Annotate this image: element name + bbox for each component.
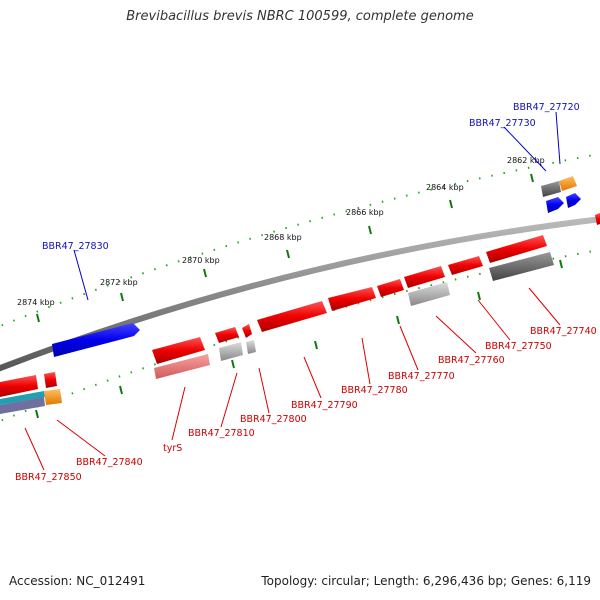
label-bbr47-27720: BBR47_27720 <box>513 102 580 113</box>
label-bbr47-27840: BBR47_27840 <box>76 457 143 468</box>
feature-orange-reverse <box>44 389 62 405</box>
pseudo-bbr47-27810 <box>219 342 243 361</box>
pseudo-bbr47-27760 <box>408 282 450 306</box>
feature-purple <box>0 397 45 414</box>
label-bbr47-27810: BBR47_27810 <box>188 428 255 439</box>
gene-bbr47-27800 <box>242 324 252 338</box>
label-tyrS: tyrS <box>163 443 182 454</box>
kbp-label-2870: 2870 kbp <box>182 256 220 265</box>
gene-bbr47-27730 <box>546 197 564 213</box>
forward-gene-labels: BBR47_27720 BBR47_27730 BBR47_27830 <box>42 102 580 252</box>
label-bbr47-27780: BBR47_27780 <box>341 385 408 396</box>
kbp-label-2874: 2874 kbp <box>17 298 55 307</box>
label-bbr47-27750: BBR47_27750 <box>485 341 552 352</box>
genome-title: Brevibacillus brevis NBRC 100599, comple… <box>126 9 474 24</box>
kbp-label-2866: 2866 kbp <box>346 208 384 217</box>
gene-bbr47-27750 <box>448 256 483 275</box>
gene-bbr47-27850-b <box>44 372 57 388</box>
label-bbr47-27800: BBR47_27800 <box>240 414 307 425</box>
gene-bbr47-27850 <box>0 375 38 397</box>
scale-labels: 2862 kbp 2864 kbp 2866 kbp 2868 kbp 2870… <box>17 156 545 307</box>
outer-major-ticks <box>36 173 534 323</box>
reverse-gene-labels: BBR47_27740 BBR47_27750 BBR47_27760 BBR4… <box>15 326 597 483</box>
pseudo-bbr47-27740 <box>489 252 554 281</box>
gene-edge-right <box>595 213 600 225</box>
gene-tyrS <box>152 337 205 364</box>
gene-bbr47-27790 <box>257 301 327 332</box>
gene-bbr47-27810 <box>215 327 239 343</box>
gene-bbr47-27770 <box>377 279 404 297</box>
label-bbr47-27850: BBR47_27850 <box>15 472 82 483</box>
rna-tyrS <box>154 354 210 379</box>
label-bbr47-27830: BBR47_27830 <box>42 241 109 252</box>
gene-bbr47-27830 <box>52 323 140 357</box>
feature-dark-forward <box>541 181 561 197</box>
feature-orange-forward <box>559 176 577 191</box>
inner-major-ticks <box>35 259 563 419</box>
label-bbr47-27760: BBR47_27760 <box>438 355 505 366</box>
kbp-label-2862: 2862 kbp <box>507 156 545 165</box>
feature-teal <box>0 391 45 405</box>
accession-text: Accession: NC_012491 <box>9 574 146 588</box>
label-bbr47-27770: BBR47_27770 <box>388 371 455 382</box>
label-bbr47-27790: BBR47_27790 <box>291 400 358 411</box>
reverse-leaders <box>24 287 561 471</box>
forward-leaders <box>73 111 561 301</box>
reverse-genes[interactable] <box>0 213 600 414</box>
gene-bbr47-27760 <box>404 266 445 288</box>
topology-text: Topology: circular; Length: 6,296,436 bp… <box>261 574 591 588</box>
forward-genes[interactable] <box>52 176 581 357</box>
kbp-label-2864: 2864 kbp <box>426 183 464 192</box>
gene-bbr47-27780 <box>328 287 376 311</box>
gene-bbr47-27740 <box>486 235 547 263</box>
kbp-label-2872: 2872 kbp <box>100 278 138 287</box>
gene-bbr47-27720 <box>566 193 581 208</box>
pseudo-bbr47-27800 <box>246 340 256 354</box>
label-bbr47-27740: BBR47_27740 <box>530 326 597 337</box>
kbp-label-2868: 2868 kbp <box>264 233 302 242</box>
label-bbr47-27730: BBR47_27730 <box>469 118 536 129</box>
